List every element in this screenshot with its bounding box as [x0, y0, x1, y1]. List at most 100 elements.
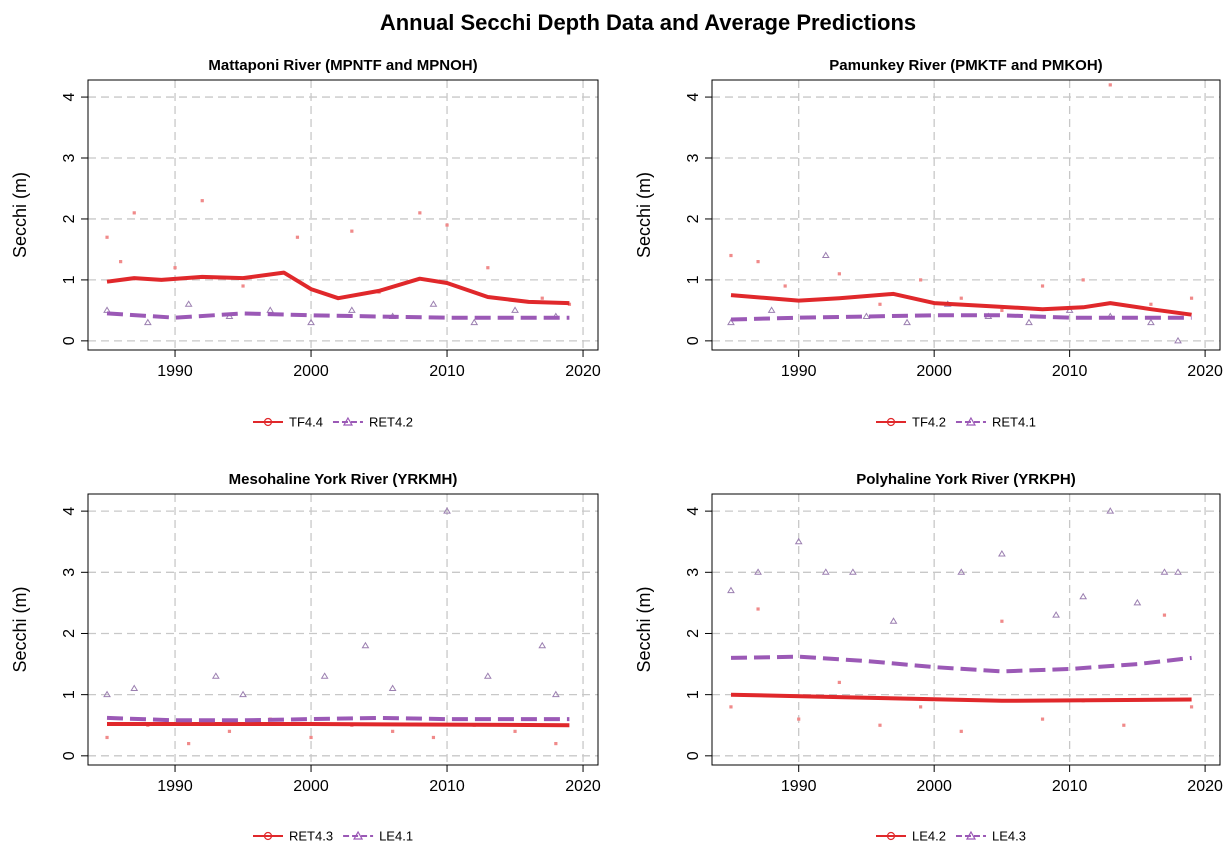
data-point — [307, 318, 315, 326]
data-point — [959, 296, 963, 300]
data-point — [1174, 568, 1182, 575]
y-tick-label: 1 — [685, 690, 702, 699]
data-point — [1040, 717, 1045, 721]
data-point — [184, 300, 193, 307]
panel-title: Mattaponi River (MPNTF and MPNOH) — [208, 57, 477, 74]
data-point — [1000, 619, 1004, 623]
data-point — [727, 318, 735, 326]
data-point — [540, 296, 544, 300]
data-point — [443, 507, 451, 514]
data-point — [1000, 308, 1004, 312]
x-tick-label: 2000 — [916, 778, 952, 795]
data-point — [295, 235, 300, 239]
x-tick-label: 2010 — [1052, 778, 1088, 795]
data-point — [889, 617, 898, 624]
data-point — [821, 568, 830, 575]
plot-frame — [711, 493, 1221, 766]
data-point — [105, 235, 109, 239]
x-tick-label: 2020 — [1187, 363, 1223, 380]
y-tick-label: 3 — [61, 153, 78, 162]
y-axis-label: Secchi (m) — [634, 172, 654, 258]
panel-title: Mesohaline York River (YRKMH) — [229, 471, 458, 488]
legend-item: TF4.2 — [876, 415, 946, 430]
data-point — [511, 306, 519, 313]
x-tick-label: 1990 — [781, 363, 817, 380]
data-point — [1162, 613, 1167, 617]
y-tick-label: 4 — [61, 507, 78, 516]
plot-frame — [711, 79, 1221, 351]
legend-item: RET4.2 — [332, 415, 413, 430]
x-tick-label: 2020 — [565, 363, 601, 380]
x-tick-label: 2010 — [429, 363, 465, 380]
y-axis-label: Secchi (m) — [634, 586, 654, 672]
legend-item: RET4.3 — [253, 829, 333, 844]
trend-line — [730, 313, 1192, 322]
data-point — [347, 306, 356, 313]
y-axis-label: Secchi (m) — [10, 586, 30, 672]
data-point — [429, 300, 438, 307]
data-point — [1149, 302, 1153, 306]
trend-line — [730, 291, 1192, 317]
data-point — [797, 717, 801, 721]
y-tick-label: 3 — [61, 568, 78, 577]
trend-line — [730, 692, 1192, 703]
data-point — [849, 568, 857, 575]
trend-line — [730, 654, 1192, 674]
legend-marker — [263, 831, 273, 841]
legend-label: RET4.2 — [369, 415, 413, 430]
y-tick-label: 1 — [685, 275, 702, 284]
data-point — [1147, 318, 1155, 326]
data-point — [1189, 296, 1194, 300]
x-tick-label: 2020 — [1187, 778, 1223, 795]
legend-marker — [886, 831, 896, 841]
legend-marker — [353, 830, 364, 840]
y-tick-label: 0 — [61, 336, 78, 345]
legend-label: RET4.3 — [289, 829, 333, 844]
data-point — [756, 607, 760, 611]
data-point — [350, 229, 354, 233]
y-axis-label: Secchi (m) — [10, 172, 30, 258]
legend-label: RET4.1 — [992, 415, 1036, 430]
y-tick-label: 2 — [685, 629, 702, 638]
data-point — [388, 684, 397, 692]
data-point — [103, 690, 111, 698]
legend-item: LE4.3 — [955, 829, 1026, 844]
y-tick-label: 4 — [685, 93, 702, 102]
panel: Pamunkey River (PMKTF and PMKOH) Secchi (… — [634, 57, 1223, 430]
legend-item: LE4.1 — [343, 829, 413, 844]
data-point — [320, 672, 329, 679]
x-tick-label: 2000 — [293, 363, 329, 380]
data-point — [130, 684, 139, 692]
x-tick-label: 1990 — [157, 778, 193, 795]
data-point — [1174, 336, 1182, 344]
data-point — [513, 729, 517, 733]
data-point — [483, 672, 492, 679]
y-tick-label: 2 — [61, 214, 78, 223]
legend-label: LE4.2 — [912, 829, 946, 844]
x-tick-label: 1990 — [157, 363, 193, 380]
data-point — [1040, 284, 1045, 288]
data-point — [794, 537, 803, 545]
panel: Mattaponi River (MPNTF and MPNOH) Secchi … — [10, 57, 601, 430]
legend-marker — [965, 416, 977, 426]
panel-title: Pamunkey River (PMKTF and PMKOH) — [829, 57, 1102, 74]
data-point — [998, 549, 1006, 557]
data-point — [227, 729, 232, 733]
data-point — [567, 302, 572, 306]
data-point — [837, 272, 841, 276]
data-point — [878, 302, 882, 306]
data-point — [767, 306, 776, 313]
legend-label: TF4.2 — [912, 415, 946, 430]
y-tick-label: 0 — [685, 336, 702, 345]
y-tick-label: 1 — [61, 275, 78, 284]
data-point — [821, 251, 830, 259]
data-point — [862, 312, 871, 319]
data-point — [1108, 83, 1112, 87]
data-point — [957, 568, 966, 575]
data-point — [239, 690, 247, 698]
data-point — [486, 266, 490, 270]
data-point — [919, 278, 923, 282]
data-point — [538, 641, 547, 649]
